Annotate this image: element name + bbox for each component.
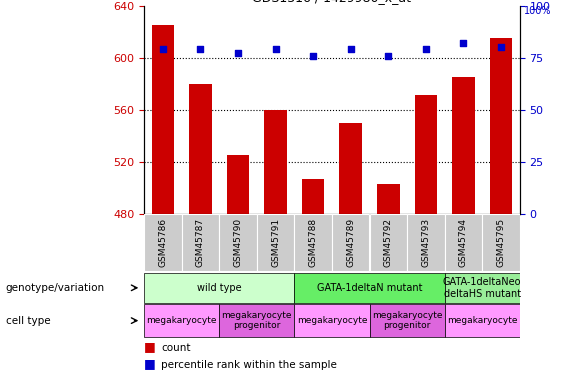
FancyBboxPatch shape <box>370 304 445 337</box>
FancyBboxPatch shape <box>483 214 520 271</box>
FancyBboxPatch shape <box>144 304 219 337</box>
FancyBboxPatch shape <box>332 214 370 271</box>
Bar <box>490 38 512 214</box>
Point <box>421 46 431 53</box>
FancyBboxPatch shape <box>182 214 219 271</box>
Point <box>196 46 205 53</box>
Text: GSM45792: GSM45792 <box>384 218 393 267</box>
FancyBboxPatch shape <box>445 214 482 271</box>
Text: GSM45793: GSM45793 <box>421 218 431 267</box>
Point <box>158 46 167 53</box>
Text: GSM45791: GSM45791 <box>271 218 280 267</box>
Point <box>497 44 506 50</box>
FancyBboxPatch shape <box>144 214 181 271</box>
FancyBboxPatch shape <box>370 214 407 271</box>
Bar <box>227 155 249 214</box>
Bar <box>302 178 324 214</box>
Text: megakaryocyte
progenitor: megakaryocyte progenitor <box>372 311 442 330</box>
Text: GSM45787: GSM45787 <box>196 218 205 267</box>
Text: ■: ■ <box>144 357 156 370</box>
Text: wild type: wild type <box>197 283 241 293</box>
FancyBboxPatch shape <box>294 304 370 337</box>
Bar <box>151 25 174 214</box>
Text: percentile rank within the sample: percentile rank within the sample <box>161 360 337 370</box>
Text: megakaryocyte: megakaryocyte <box>447 316 518 325</box>
FancyBboxPatch shape <box>445 273 520 303</box>
Point <box>459 40 468 46</box>
FancyBboxPatch shape <box>144 273 294 303</box>
FancyBboxPatch shape <box>219 214 257 271</box>
Text: GSM45789: GSM45789 <box>346 218 355 267</box>
Text: 100%: 100% <box>524 6 551 16</box>
Text: GATA-1deltaNeo
deltaHS mutant: GATA-1deltaNeo deltaHS mutant <box>443 277 521 298</box>
Text: GSM45794: GSM45794 <box>459 218 468 267</box>
Text: ■: ■ <box>144 340 156 352</box>
Text: count: count <box>161 343 190 352</box>
Point <box>308 53 318 58</box>
Text: GATA-1deltaN mutant: GATA-1deltaN mutant <box>317 283 422 293</box>
Text: GSM45790: GSM45790 <box>233 218 242 267</box>
Text: megakaryocyte: megakaryocyte <box>297 316 367 325</box>
Point <box>346 46 355 53</box>
Bar <box>340 123 362 214</box>
Point <box>233 51 242 57</box>
Bar <box>415 95 437 214</box>
Bar <box>189 84 212 214</box>
FancyBboxPatch shape <box>294 214 332 271</box>
FancyBboxPatch shape <box>445 304 520 337</box>
Text: cell type: cell type <box>6 316 50 326</box>
FancyBboxPatch shape <box>219 304 294 337</box>
FancyBboxPatch shape <box>257 214 294 271</box>
Title: GDS1316 / 1429980_x_at: GDS1316 / 1429980_x_at <box>253 0 411 4</box>
Point <box>271 46 280 53</box>
Text: GSM45786: GSM45786 <box>158 218 167 267</box>
Bar <box>377 184 399 214</box>
Text: genotype/variation: genotype/variation <box>6 283 105 293</box>
Text: GSM45795: GSM45795 <box>497 218 506 267</box>
FancyBboxPatch shape <box>407 214 445 271</box>
Bar <box>264 110 287 214</box>
FancyBboxPatch shape <box>294 273 445 303</box>
Text: megakaryocyte: megakaryocyte <box>146 316 217 325</box>
Text: megakaryocyte
progenitor: megakaryocyte progenitor <box>221 311 292 330</box>
Text: GSM45788: GSM45788 <box>308 218 318 267</box>
Point <box>384 53 393 58</box>
Bar <box>452 77 475 214</box>
